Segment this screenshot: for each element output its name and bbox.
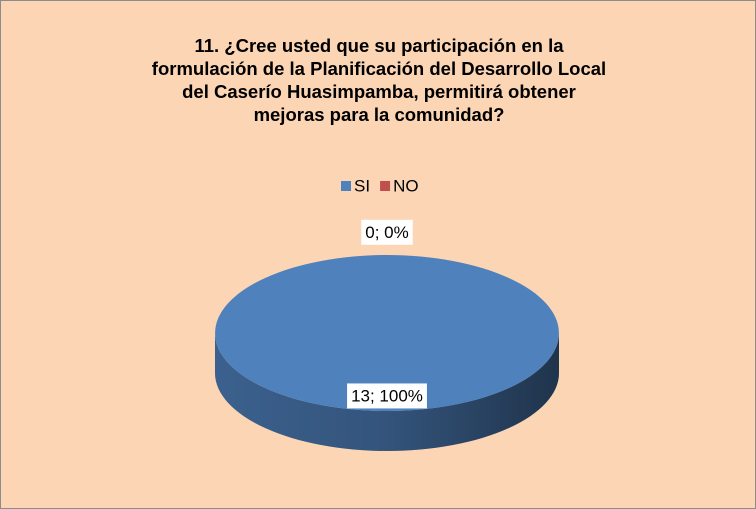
- legend-swatch: [341, 181, 351, 191]
- data-label-box: [361, 219, 413, 245]
- chart-title: 11. ¿Cree usted que su participación en …: [151, 35, 607, 125]
- slice-side-shade: [215, 333, 559, 451]
- legend-label: SI: [354, 176, 370, 195]
- pie-slice: [215, 255, 559, 411]
- data-label-box: [347, 383, 427, 409]
- data-label: 0; 0%: [365, 223, 408, 242]
- data-label: 13; 100%: [351, 386, 423, 405]
- legend-label: NO: [393, 176, 419, 195]
- legend-swatch: [380, 181, 391, 191]
- slice-side: [215, 333, 559, 451]
